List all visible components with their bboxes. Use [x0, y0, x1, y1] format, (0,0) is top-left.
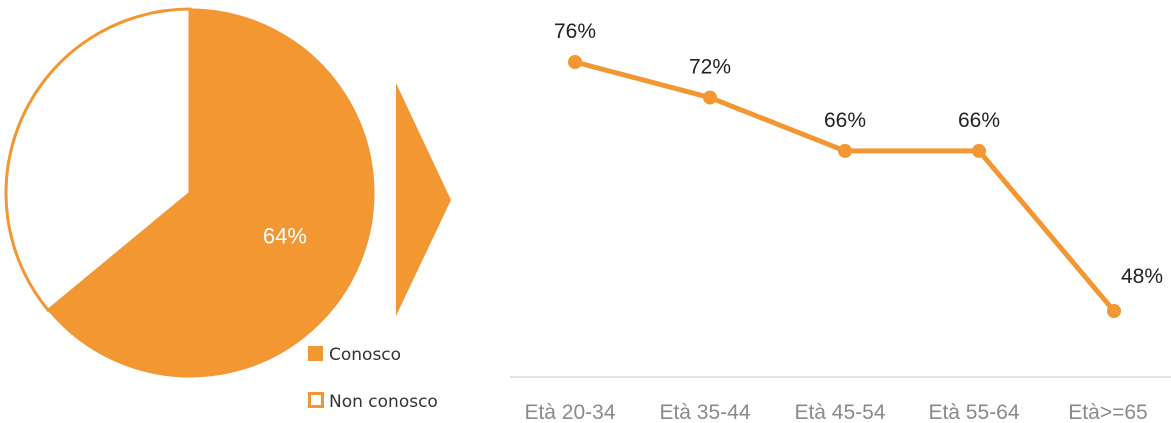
- data-labels: 76% 72% 66% 66% 48%: [554, 20, 1163, 288]
- pie-slice-conosco: [47, 8, 375, 378]
- data-points: [568, 55, 1121, 318]
- data-label-2: 66%: [824, 109, 866, 132]
- x-tick-label-1: Età 35-44: [659, 401, 750, 423]
- data-label-0: 76%: [554, 20, 596, 43]
- data-point-1: [703, 90, 717, 105]
- data-point-4: [1107, 304, 1121, 318]
- x-tick-label-3: Età 55-64: [928, 401, 1019, 423]
- series-line: [572, 59, 1117, 314]
- data-point-0: [568, 55, 582, 69]
- pie-legend: Conosco Non conosco: [308, 345, 438, 412]
- legend-label-non-conosco: Non conosco: [329, 392, 438, 412]
- data-point-3: [972, 143, 986, 158]
- line-chart: 76% 72% 66% 66% 48% Età 20-34 Età 35-44 Età 45…: [510, 20, 1171, 423]
- x-tick-label-0: Età 20-34: [524, 401, 615, 423]
- pie-slice-non-conosco: [4, 7, 192, 313]
- data-label-1: 72%: [689, 56, 731, 79]
- x-tick-label-2: Età 45-54: [794, 401, 885, 423]
- legend-swatch-non-conosco: [308, 392, 324, 408]
- data-label-4: 48%: [1121, 265, 1163, 288]
- data-point-2: [838, 143, 852, 158]
- legend-label-conosco: Conosco: [329, 345, 401, 365]
- arrow-chevron-icon: [396, 83, 451, 316]
- data-label-3: 66%: [958, 109, 1000, 132]
- pie-slice-label-conosco: 64%: [263, 223, 307, 248]
- legend-swatch-conosco: [308, 346, 323, 361]
- x-tick-labels: Età 20-34 Età 35-44 Età 45-54 Età 55-64 Età>…: [524, 401, 1147, 423]
- pie-chart: 64%: [4, 7, 375, 378]
- x-tick-label-4: Età>=65: [1068, 401, 1147, 423]
